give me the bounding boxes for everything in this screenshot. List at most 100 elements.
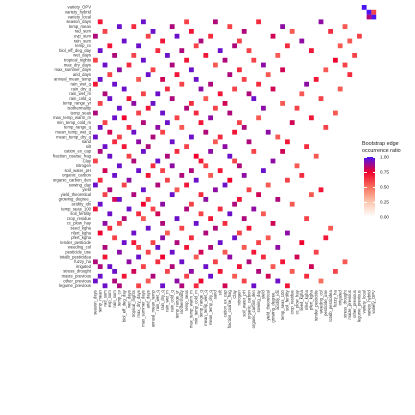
column-label: sand: [213, 290, 218, 300]
heatmap-cell: [145, 197, 151, 202]
row-label: temp_seas: [71, 110, 91, 115]
heatmap-cell: [208, 173, 213, 178]
legend-tick-label: 0.50: [380, 184, 389, 190]
heatmap-cell: [174, 33, 180, 39]
heatmap-cell: [227, 153, 233, 159]
row-label: variety_OPV: [67, 5, 91, 10]
heatmap-cell: [155, 245, 161, 250]
row-label: weeding_col: [68, 245, 91, 250]
heatmap-cell: [107, 72, 113, 77]
heatmap-cell: [117, 134, 122, 140]
heatmap-cell: [97, 48, 103, 53]
column-label: cc_plow_hay: [294, 289, 299, 314]
heatmap-cell: [97, 201, 103, 207]
row-label: totalb_pesticidea: [60, 254, 92, 259]
row-label: rad_sum: [75, 29, 92, 34]
row-label: variety_local: [68, 14, 91, 19]
heatmap-cell: [136, 139, 141, 145]
heatmap-cell: [102, 221, 108, 226]
row-label: pesticide_use: [65, 250, 91, 255]
column-label: irrigated: [338, 290, 343, 306]
heatmap-cell: [93, 33, 98, 39]
heatmap-cell: [189, 201, 194, 207]
heatmap-cell: [318, 19, 324, 25]
heatmap-cell: [193, 43, 199, 49]
heatmap-cell: [126, 206, 132, 212]
heatmap-cell: [107, 43, 113, 49]
legend-title-line-2: occurrence ratio: [362, 147, 401, 154]
heatmap-cell: [203, 230, 209, 236]
heatmap-cell: [208, 149, 213, 154]
column-label: biol_eff_deg_day: [122, 289, 127, 322]
heatmap-cell: [357, 33, 362, 39]
legend-title-line-1: Bootstrap edge: [362, 141, 399, 147]
row-label: temp_range_yr: [63, 101, 92, 106]
heatmap-cell: [261, 105, 266, 111]
heatmap-cell: [169, 264, 175, 269]
heatmap-cell: [97, 273, 103, 279]
heatmap-cell: [246, 139, 252, 145]
heatmap-cell: [251, 96, 257, 101]
column-label: isothermality: [179, 289, 184, 313]
legend-tick-mark: [364, 202, 367, 203]
column-label: temp_range_q: [198, 290, 203, 318]
column-label: organic_carbon_den: [251, 290, 256, 329]
heatmap-cell: [107, 264, 113, 269]
heatmap-cell: [150, 206, 156, 212]
heatmap-cell: [198, 211, 204, 217]
row-label: rain_wet_m: [69, 91, 91, 96]
heatmap-cell: [366, 9, 372, 15]
heatmap-cell: [97, 230, 103, 236]
row-label: max_summer_days: [54, 67, 91, 72]
heatmap-cell: [203, 197, 209, 202]
row-label: max_temp_warm_m: [53, 115, 91, 120]
heatmap-cell: [265, 235, 271, 241]
heatmap-cell: [93, 278, 98, 284]
heatmap-cell: [217, 48, 223, 53]
heatmap-cell: [102, 192, 108, 197]
heatmap-cell: [121, 273, 127, 279]
heatmap-cell: [193, 254, 199, 260]
row-label: nitrogen: [76, 163, 92, 168]
heatmap-cell: [237, 67, 242, 73]
heatmap-cell: [169, 249, 175, 255]
heatmap-cell: [246, 187, 252, 193]
heatmap-cell: [136, 254, 141, 260]
column-label: rain_wet_m: [165, 290, 170, 312]
heatmap-cell: [179, 125, 185, 130]
heatmap-cell: [241, 29, 247, 34]
heatmap-cell: [208, 115, 213, 121]
heatmap-cell: [141, 57, 146, 63]
heatmap-cell: [227, 254, 233, 260]
heatmap-cell: [313, 153, 319, 159]
column-label: max_dry_days: [136, 290, 141, 317]
heatmap-cell: [121, 216, 127, 221]
heatmap-cell: [256, 269, 261, 274]
heatmap-cell: [227, 110, 233, 116]
heatmap-cell: [117, 249, 122, 255]
heatmap-cell: [107, 187, 113, 193]
column-label: crop_residue: [290, 290, 295, 315]
heatmap-cell: [150, 134, 156, 140]
column-label: Clay: [232, 289, 237, 298]
heatmap-cell: [155, 125, 161, 130]
column-label: totalb_pesticidea: [328, 290, 333, 322]
heatmap-cell: [117, 283, 122, 289]
heatmap-cell: [145, 278, 151, 284]
column-label: nfert_kgha: [304, 290, 309, 310]
legend-tick-label: 0.00: [380, 214, 389, 220]
heatmap-cell: [193, 110, 199, 116]
heatmap-cell: [213, 105, 218, 111]
heatmap-cell: [222, 101, 228, 106]
heatmap-cell: [117, 221, 122, 226]
heatmap-cell: [237, 163, 242, 169]
heatmap-cell: [313, 249, 319, 255]
heatmap-cell: [136, 77, 141, 82]
column-label: wet_days: [126, 290, 131, 308]
heatmap-cell: [256, 240, 261, 245]
row-label: max_dry_days: [64, 62, 91, 67]
heatmap-cell: [366, 14, 372, 20]
column-label: temp_mean: [98, 290, 103, 313]
heatmap-cell: [222, 221, 228, 226]
heatmap-cell: [193, 221, 199, 226]
